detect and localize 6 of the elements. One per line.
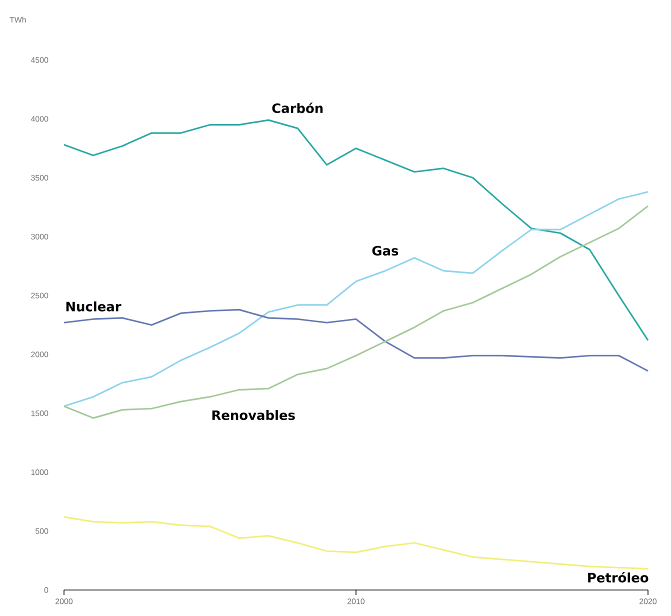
line-series — [63, 119, 649, 342]
series-label: Carbón — [272, 102, 323, 114]
series-label: Nuclear — [66, 301, 122, 312]
series-label: Renovables — [212, 410, 295, 420]
series-label: Gas — [372, 246, 398, 256]
series-label: Petróleo — [588, 572, 648, 583]
